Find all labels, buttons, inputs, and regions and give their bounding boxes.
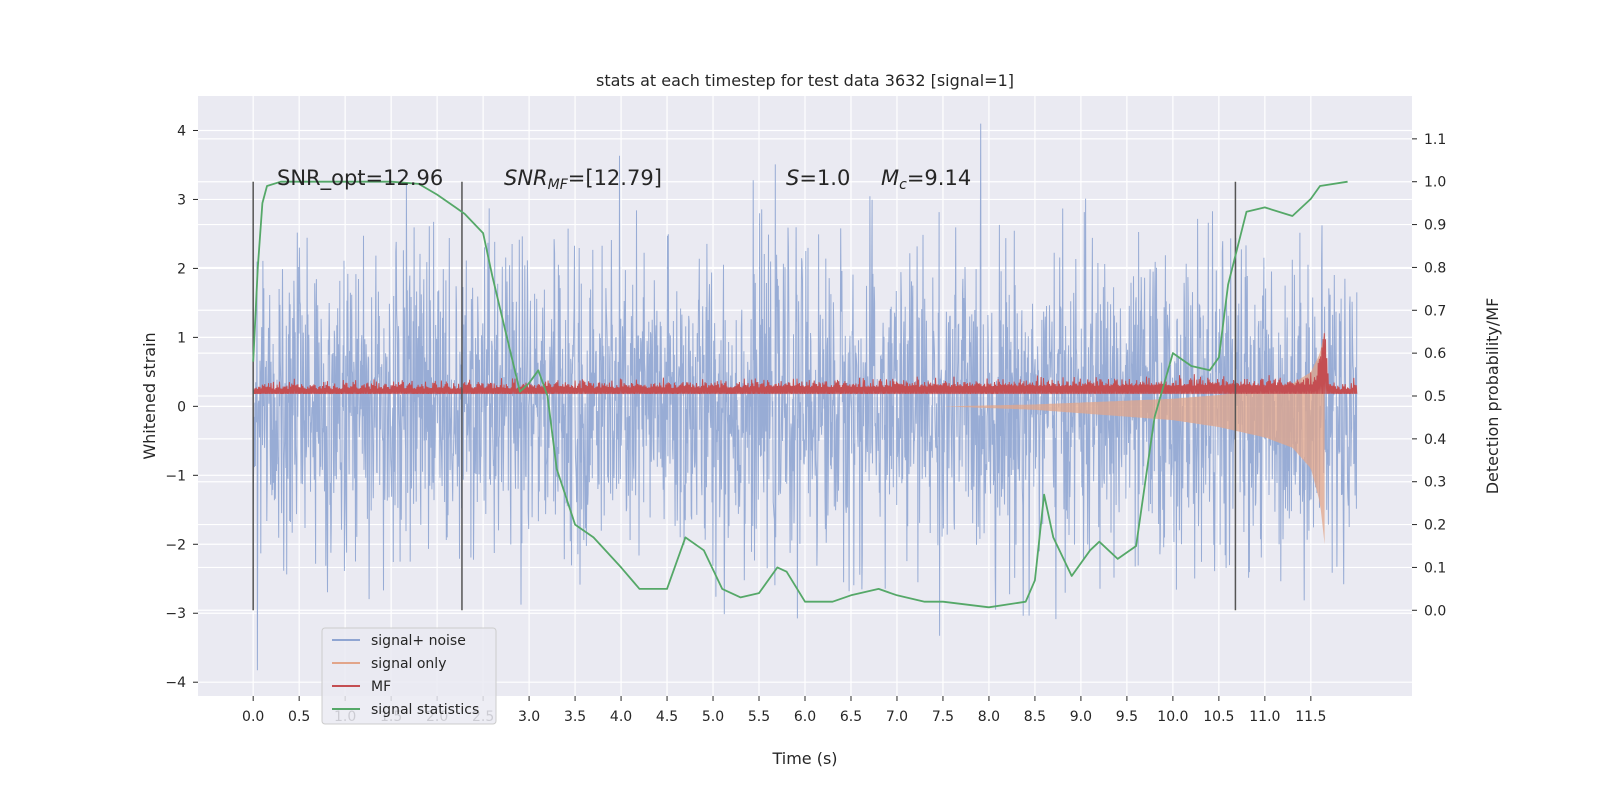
legend: signal+ noise signal only MF signal stat… (321, 627, 497, 725)
x-tick-label: 11.5 (1295, 709, 1326, 725)
y-tick-label-right: 0.3 (1424, 475, 1446, 491)
x-tick-label: 7.5 (932, 709, 954, 725)
y-tick-label-right: 0.2 (1424, 518, 1446, 534)
y-tick-label-left: 2 (177, 261, 186, 277)
x-axis-ticks: 0.00.51.01.52.02.53.03.54.04.55.05.56.06… (242, 696, 1326, 725)
y-tick-label-right: 0.8 (1424, 260, 1446, 276)
x-tick-label: 6.0 (794, 709, 816, 725)
y-tick-label-right: 0.7 (1424, 303, 1446, 319)
legend-label-mf: MF (371, 679, 391, 695)
signal-statistics-series (252, 180, 1348, 609)
x-axis-label: Time (s) (771, 749, 837, 768)
y-axis-label-left: Whitened strain (140, 332, 159, 459)
x-tick-label: 5.0 (702, 709, 724, 725)
legend-label-signal-statistics: signal statistics (371, 702, 479, 718)
x-tick-label: 8.0 (978, 709, 1000, 725)
annotation-s: S=1.0 (786, 166, 850, 190)
annotation-snr-mf: SNRMF=[12.79] (504, 166, 662, 193)
x-tick-label: 4.5 (656, 709, 678, 725)
y-tick-label-left: −3 (165, 606, 186, 622)
s-value: =1.0 (799, 166, 850, 190)
s-label: S (786, 166, 799, 190)
y-tick-label-left: 0 (177, 399, 186, 415)
mc-subscript: c (899, 177, 907, 193)
x-tick-label: 11.0 (1249, 709, 1280, 725)
y-tick-label-left: −1 (165, 468, 186, 484)
x-tick-label: 9.5 (1116, 709, 1138, 725)
legend-box (321, 627, 497, 725)
y-axis-label-right: Detection probability/MF (1483, 298, 1502, 495)
annotation-mc: Mc=9.14 (881, 166, 971, 193)
legend-label-signal-only: signal only (371, 656, 446, 672)
x-tick-label: 3.5 (564, 709, 586, 725)
y-tick-label-left: 1 (177, 330, 186, 346)
y-tick-label-left: 4 (177, 123, 186, 139)
x-tick-label: 4.0 (610, 709, 632, 725)
y-tick-label-right: 0.0 (1424, 603, 1446, 619)
x-tick-label: 8.5 (1024, 709, 1046, 725)
x-tick-label: 0.0 (242, 709, 264, 725)
right-axis-ticks: 1.1 1.0 0.9 0.8 0.7 0.6 0.5 0.4 0.3 0.2 0.1 0.0 (1412, 132, 1446, 619)
y-tick-label-right: 0.1 (1424, 560, 1446, 576)
x-tick-label: 10.0 (1157, 709, 1188, 725)
mc-label: M (881, 166, 899, 190)
x-tick-label: 5.5 (748, 709, 770, 725)
y-tick-label-left: −2 (165, 537, 186, 553)
x-tick-label: 3.0 (518, 709, 540, 725)
left-axis-ticks: 4 3 2 1 0 −1 −2 −3 −4 (165, 123, 198, 691)
y-tick-label-right: 0.9 (1424, 218, 1446, 234)
y-tick-label-right: 1.0 (1424, 175, 1446, 191)
y-tick-label-left: −4 (165, 675, 186, 691)
mf-series (252, 333, 1358, 394)
y-tick-label-right: 0.6 (1424, 346, 1446, 362)
mc-value: =9.14 (907, 166, 971, 190)
signal-statistics-line (252, 180, 1348, 609)
y-tick-label-right: 0.4 (1424, 432, 1446, 448)
x-tick-label: 7.0 (886, 709, 908, 725)
y-tick-label-right: 0.5 (1424, 389, 1446, 405)
snr-mf-value: =[12.79] (568, 166, 662, 190)
x-tick-label: 6.5 (840, 709, 862, 725)
annotation-snr-opt: SNR_opt=12.96 (277, 166, 443, 191)
chart-title: stats at each timestep for test data 363… (596, 71, 1014, 90)
legend-label-signal-noise: signal+ noise (371, 633, 466, 649)
x-tick-label: 9.0 (1070, 709, 1092, 725)
y-tick-label-left: 3 (177, 192, 186, 208)
x-tick-label: 10.5 (1203, 709, 1234, 725)
y-tick-label-right: 1.1 (1424, 132, 1446, 148)
snr-mf-subscript: MF (548, 177, 569, 193)
mf-line (252, 333, 1358, 394)
x-tick-label: 0.5 (288, 709, 310, 725)
snr-mf-label: SNR (504, 166, 548, 190)
